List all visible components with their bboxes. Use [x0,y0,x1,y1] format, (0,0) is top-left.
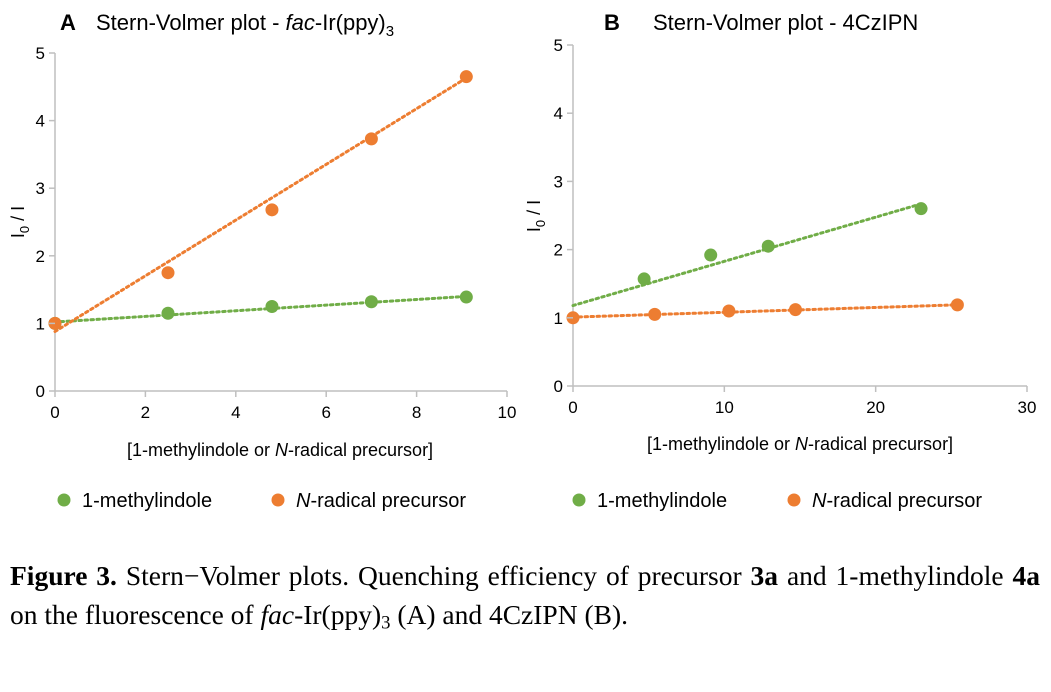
panel-a-point-1-methylindole [364,295,378,309]
panel-b-legend-label: 1-methylindole [597,490,727,512]
panel-a-y-tick-label: 1 [36,314,45,333]
panel-a-y-tick-label: 2 [36,247,45,266]
panel-a-x-tick-label: 2 [141,403,150,422]
panel-b-point-1-methylindole [704,248,718,262]
panel-b-y-tick-label: 5 [554,36,563,55]
panel-a-x-tick-label: 0 [50,403,59,422]
panel-a-label: A [60,10,76,35]
caption-text: on the fluorescence of [10,599,261,630]
panel-b-y-tick-label: 1 [554,309,563,328]
panel-b-point-1-methylindole [761,239,775,253]
panel-a-y-tick-label: 3 [36,179,45,198]
panel-a: A Stern-Volmer plot - fac-Ir(ppy)3 0 2 4 6 8… [8,10,516,512]
panel-a-point-1-methylindole [459,290,473,304]
caption-compound-3a: 3a [750,560,779,591]
panel-b-point-n-radical-precursor [722,304,736,318]
panel-a-y-tick-label: 5 [36,44,45,63]
panel-a-x-tick-label: 10 [498,403,517,422]
panel-b-legend-label: N-radical precursor [812,490,982,512]
panel-b-y-axis-label: I0 / I [524,200,548,232]
panel-b-trendline-n-radical-precursor [571,303,959,319]
panel-a-x-axis-label: [1-methylindole or N-radical precursor] [127,440,433,460]
panel-a-x-tick-label: 6 [321,403,330,422]
panel-b-legend-marker [572,493,586,507]
panel-b-trendline-1-methylindole [571,202,923,308]
caption-figure-label: Figure 3. [10,560,117,591]
panel-b: B Stern-Volmer plot - 4CzIPN 0 10 20 30 0 1 2… [524,10,1036,512]
panel-b-x-tick-label: 30 [1018,398,1037,417]
panel-b-y-tick-label: 2 [554,241,563,260]
panel-a-x-tick-label: 4 [231,403,240,422]
panel-a-y-tick-label: 4 [36,112,45,131]
panel-b-legend-marker [787,493,801,507]
panel-b-point-n-radical-precursor [788,303,802,317]
panel-b-y-tick-label: 0 [554,377,563,396]
panel-b-x-tick-label: 10 [715,398,734,417]
panel-a-trendline-n-radical-precursor [53,76,468,334]
panel-a-legend-label: 1-methylindole [82,490,212,512]
panel-b-x-axis-label: [1-methylindole or N-radical precursor] [647,434,953,454]
panel-a-title: Stern-Volmer plot - fac-Ir(ppy)3 [96,10,394,40]
panel-a-point-n-radical-precursor [364,132,378,146]
panel-a-x-tick-label: 8 [412,403,421,422]
caption-fac: fac [260,599,295,630]
panel-a-legend-marker [271,493,285,507]
caption-text: Stern−Volmer plots. Quenching efficiency… [116,560,751,591]
panel-b-point-n-radical-precursor [648,307,662,321]
panel-a-legend-marker [57,493,71,507]
panel-b-y-tick-label: 4 [554,104,563,123]
caption-subscript: 3 [381,612,391,634]
panel-a-legend-label: N-radical precursor [296,490,466,512]
panel-a-point-n-radical-precursor [459,70,473,84]
panel-b-x-tick-label: 0 [568,398,577,417]
panel-b-point-1-methylindole [637,272,651,286]
caption-compound-4a: 4a [1012,560,1041,591]
panel-b-label: B [604,10,620,35]
panel-b-y-tick-label: 3 [554,172,563,191]
panel-a-y-tick-label: 0 [36,382,45,401]
caption-text: -Ir(ppy) [294,599,382,630]
figure-3-charts: A Stern-Volmer plot - fac-Ir(ppy)3 0 2 4 6 8… [8,10,1036,512]
panel-a-point-1-methylindole [161,306,175,320]
caption-text: and 1-methylindole [778,560,1013,591]
figure-caption: Figure 3. Stern−Volmer plots. Quenching … [10,556,1040,634]
panel-b-point-n-radical-precursor [950,298,964,312]
panel-a-point-1-methylindole [265,300,279,313]
panel-b-point-1-methylindole [914,202,928,216]
panel-a-point-n-radical-precursor [265,203,279,217]
panel-b-x-tick-label: 20 [866,398,885,417]
panel-b-title: Stern-Volmer plot - 4CzIPN [653,10,918,35]
panel-a-point-n-radical-precursor [161,266,175,280]
caption-text: (A) and 4CzIPN (B). [390,599,628,630]
panel-a-trendline-1-methylindole [53,294,468,324]
panel-a-y-axis-label: I0 / I [8,206,32,238]
